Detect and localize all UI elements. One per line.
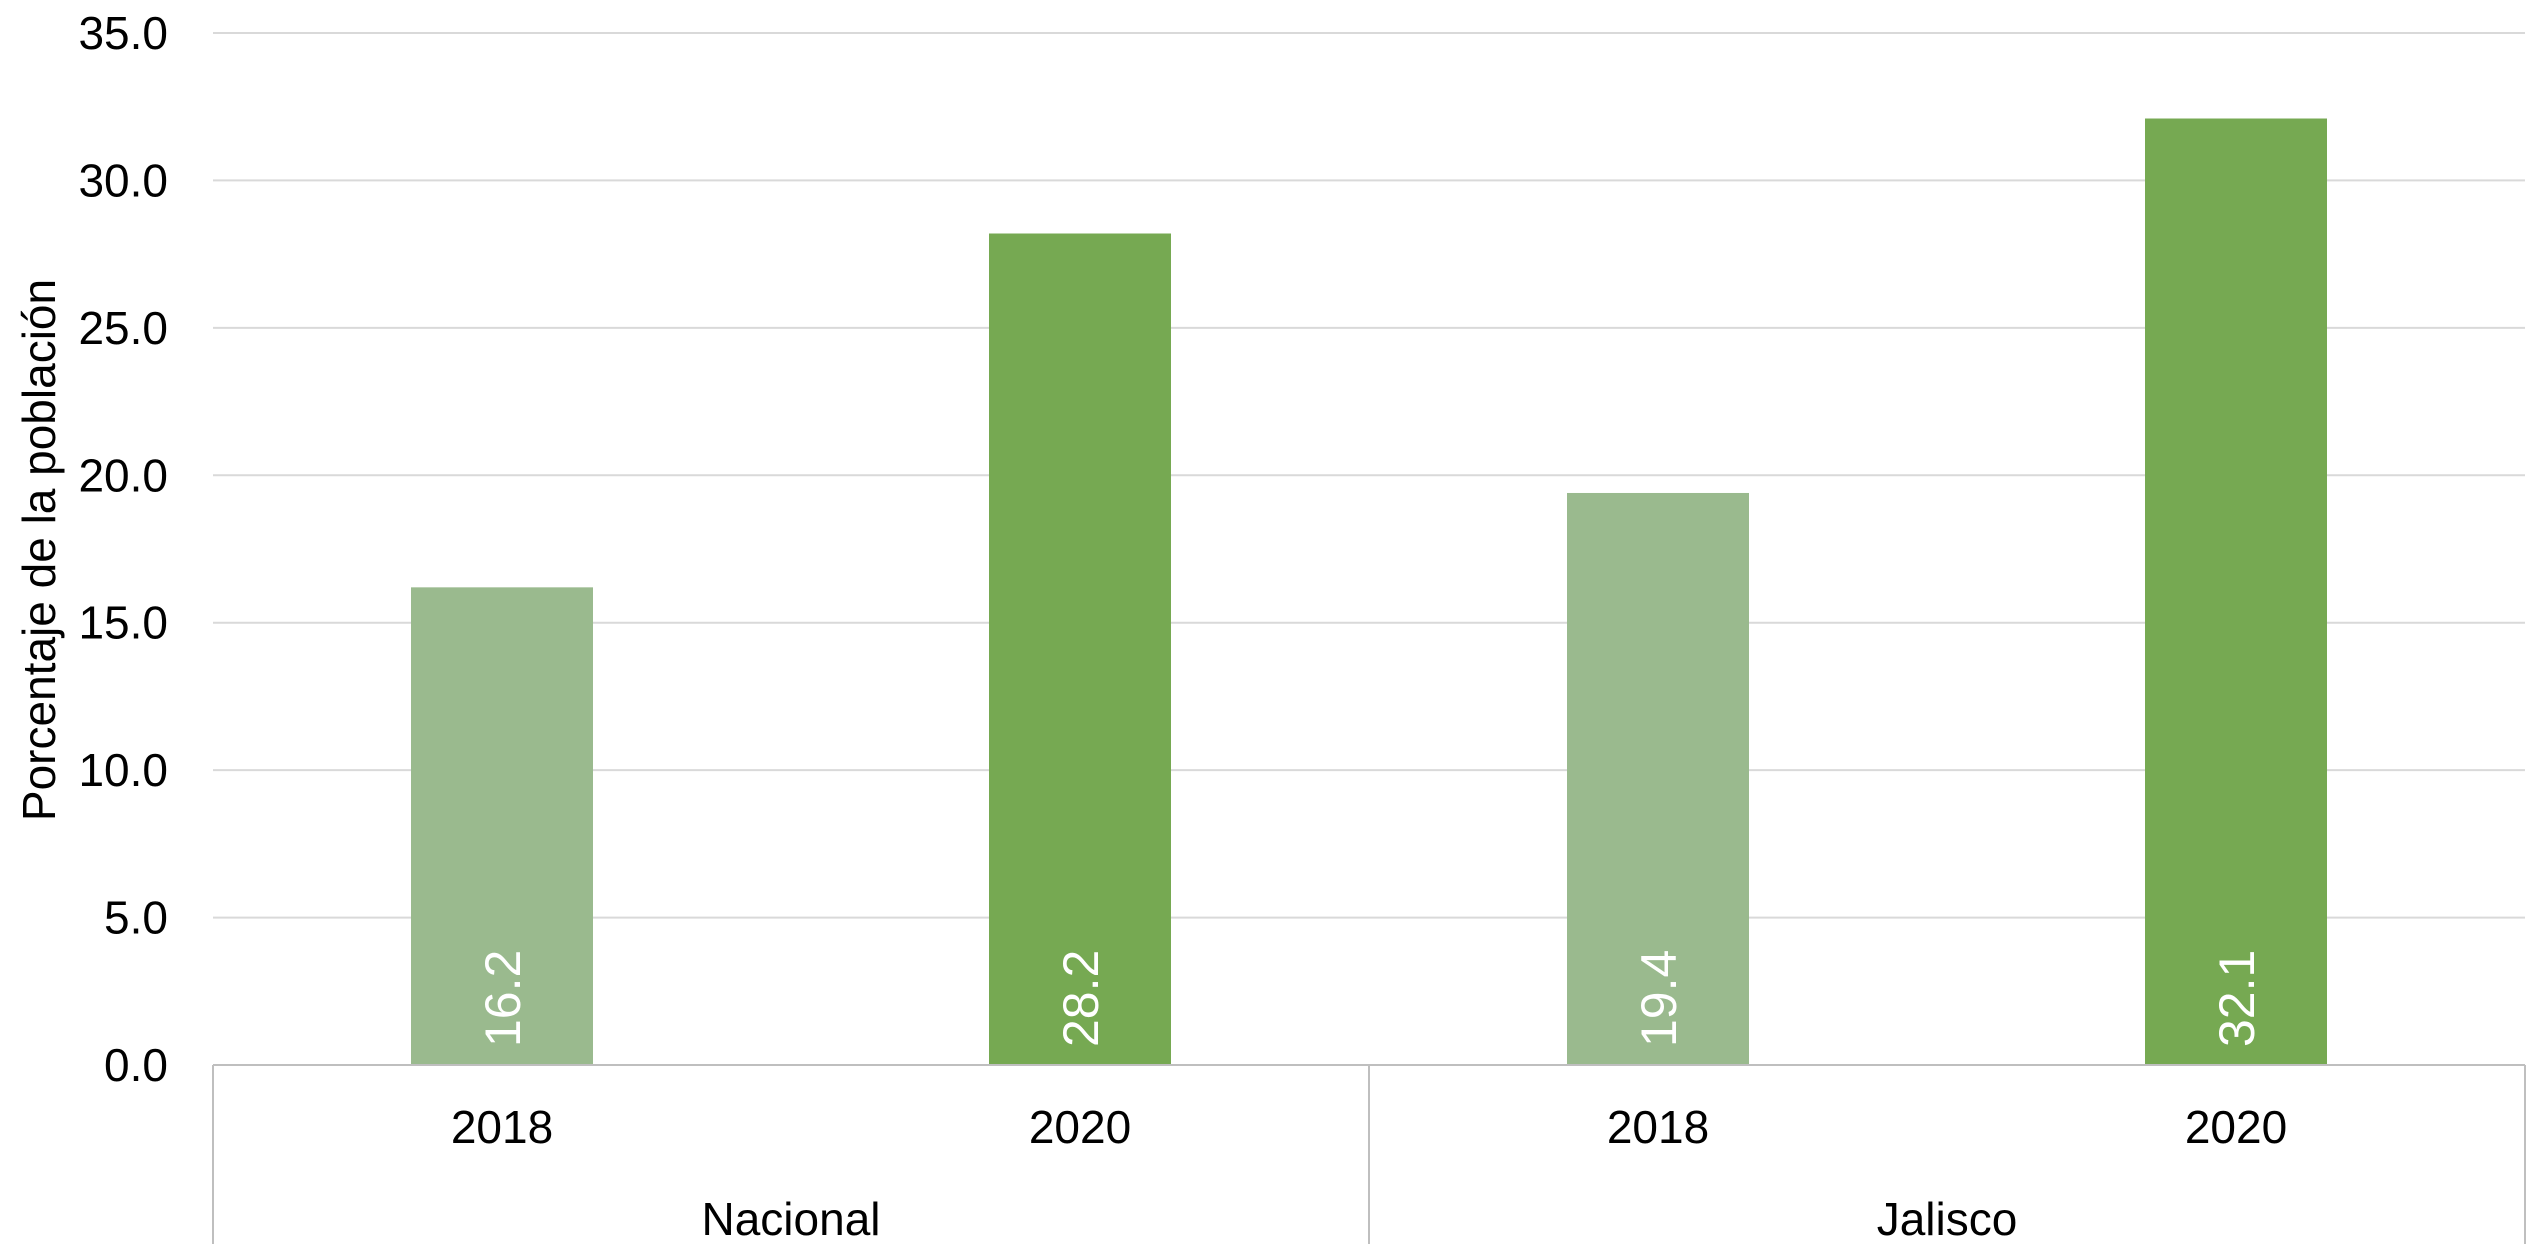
x-axis: 2018 2020 Nacional 2018 2020 Jalisco (212, 1064, 2526, 1244)
y-tick-label: 10.0 (78, 744, 168, 796)
bars: 16.2 28.2 19.4 32.1 (411, 118, 2327, 1066)
bar-jalisco-2018 (1567, 492, 1749, 1065)
y-tick-label: 0.0 (104, 1039, 168, 1091)
y-tick-label: 35.0 (78, 7, 168, 59)
x-tick-label: 2020 (2185, 1101, 2287, 1153)
data-label: 32.1 (2209, 950, 2265, 1047)
x-group-label: Nacional (702, 1193, 881, 1244)
x-tick-label: 2018 (1607, 1101, 1709, 1153)
y-tick-label: 20.0 (78, 449, 168, 501)
bar-nacional-2018 (411, 587, 593, 1065)
y-tick-label: 30.0 (78, 154, 168, 206)
y-tick-label: 25.0 (78, 302, 168, 354)
y-tick-label: 5.0 (104, 892, 168, 944)
data-label: 16.2 (475, 950, 531, 1047)
x-tick-label: 2020 (1029, 1101, 1131, 1153)
x-group-label: Jalisco (1877, 1193, 2018, 1244)
y-tick-label: 15.0 (78, 597, 168, 649)
y-axis-ticks: 0.0 5.0 10.0 15.0 20.0 25.0 30.0 35.0 (78, 7, 168, 1091)
bar-jalisco-2020 (2145, 118, 2327, 1066)
y-axis-label: Porcentaje de la población (13, 279, 65, 821)
x-tick-label: 2018 (451, 1101, 553, 1153)
gridlines (213, 32, 2525, 919)
data-label: 28.2 (1053, 950, 1109, 1047)
data-label: 19.4 (1631, 950, 1687, 1047)
bar-nacional-2020 (989, 233, 1171, 1065)
